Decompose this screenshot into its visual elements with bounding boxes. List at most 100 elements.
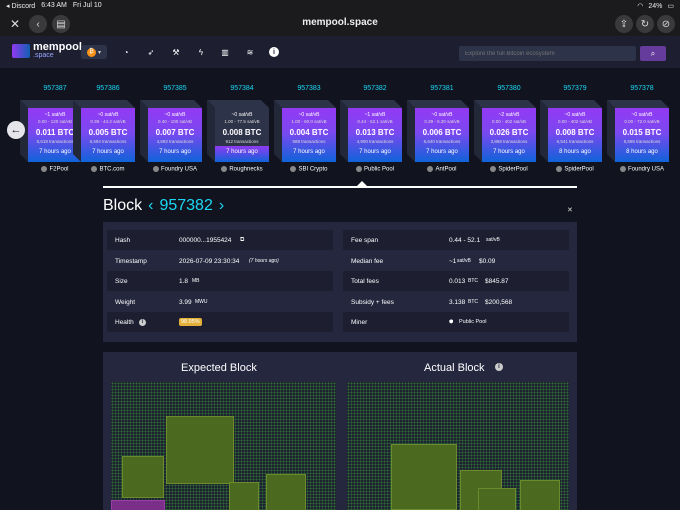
transaction-square[interactable]: [266, 474, 306, 510]
block-tile[interactable]: 957385 ~0 sat/vB 0.40 - 100 sat/vB 0.007 BT…: [140, 85, 202, 173]
block-height[interactable]: 957380: [497, 85, 521, 92]
block-height[interactable]: 957378: [630, 85, 654, 92]
block-tile[interactable]: 957381 ~0 sat/vB 0.39 - 5.30 sat/vB 0.006 B…: [407, 85, 469, 173]
transaction-square[interactable]: [520, 480, 560, 510]
block-side-face: [207, 100, 215, 162]
compass-icon[interactable]: ⊘: [657, 15, 675, 33]
pool-name: Foundry USA: [627, 166, 664, 173]
block-number: 957382: [159, 197, 213, 214]
expected-block-grid[interactable]: [111, 382, 336, 510]
block-fee-range: 0.39 - 5.30 sat/vB: [424, 119, 460, 124]
size-row: Size 1.8 MB: [103, 272, 333, 290]
pool-logo-icon: [91, 166, 98, 172]
block-pool[interactable]: AntPool: [411, 166, 473, 173]
block-pool[interactable]: SBI Crypto: [278, 166, 340, 173]
wifi-icon: ◠: [637, 3, 644, 10]
logo-text: mempool: [33, 41, 82, 53]
scroll-left-button[interactable]: ←: [7, 121, 25, 139]
block-height[interactable]: 957385: [163, 85, 187, 92]
pool-name: SpiderPool: [564, 166, 594, 173]
hash-link[interactable]: 000000...1955424: [179, 236, 232, 244]
miner-row: Miner ⬢ Public Pool: [339, 313, 569, 331]
mining-hammer-icon[interactable]: ⚒: [172, 47, 180, 57]
block-height[interactable]: 957383: [297, 85, 321, 92]
block-fee-range: 0.00 - 402 sat/vB: [557, 119, 593, 124]
block-pool[interactable]: F2Pool: [24, 166, 86, 173]
block-fee-range: 0.00 - 402 sat/vB: [491, 119, 527, 124]
block-height[interactable]: 957387: [43, 85, 67, 92]
block-height[interactable]: 957379: [563, 85, 587, 92]
layers-icon[interactable]: ≋: [246, 47, 254, 57]
miner-link[interactable]: Public Pool: [459, 319, 487, 325]
back-icon[interactable]: ‹: [29, 15, 47, 33]
health-info-icon[interactable]: i: [139, 318, 146, 326]
block-tile[interactable]: 957379 ~0 sat/vB 0.00 - 402 sat/vB 0.008 BT…: [540, 85, 602, 173]
back-to-app-link[interactable]: ◂ Discord: [6, 3, 36, 10]
close-details-icon[interactable]: ✕: [567, 207, 573, 214]
block-height[interactable]: 957384: [230, 85, 254, 92]
about-info-icon[interactable]: i: [269, 47, 279, 57]
copy-icon[interactable]: ⧉: [240, 236, 245, 243]
block-time-ago: 8 hours ago: [559, 149, 591, 155]
rocket-icon[interactable]: ➶: [147, 47, 155, 57]
logo-subtext: .space: [33, 52, 54, 59]
transaction-square[interactable]: [166, 416, 234, 484]
site-navbar: mempool .space ₿ ▾ ◔ ➶ ⚒ ϟ ▥ ≋ i ⌕: [0, 36, 680, 68]
graphs-icon[interactable]: ▥: [221, 47, 229, 57]
weight-unit: MWU: [195, 299, 208, 305]
transaction-square[interactable]: [111, 500, 165, 510]
block-height[interactable]: 957381: [430, 85, 454, 92]
block-pool[interactable]: SpiderPool: [544, 166, 606, 173]
close-icon[interactable]: ✕: [9, 17, 21, 31]
timestamp-row: Timestamp 2026-07-09 23:30:34 (7 hours a…: [103, 252, 333, 270]
reload-icon[interactable]: ↻: [636, 15, 654, 33]
selected-block-pointer: [357, 181, 367, 186]
block-tx-count: 3,868 transactions: [490, 139, 528, 144]
transaction-square[interactable]: [229, 482, 259, 510]
subsidy-usd: $200,568: [485, 298, 513, 306]
block-tile[interactable]: 957386 ~0 sat/vB 0.39 - 44.2 sat/vB 0.005 B…: [73, 85, 135, 173]
actual-block-grid[interactable]: [347, 382, 569, 510]
block-tile[interactable]: 957380 ~2 sat/vB 0.00 - 402 sat/vB 0.026 BT…: [474, 85, 536, 173]
transaction-square[interactable]: [122, 456, 164, 498]
block-pool[interactable]: Public Pool: [344, 166, 406, 173]
block-pool[interactable]: Foundry USA: [611, 166, 673, 173]
block-tx-count: 6,594 transactions: [89, 139, 127, 144]
transaction-square[interactable]: [478, 488, 516, 510]
actual-block-info-icon[interactable]: i: [495, 363, 503, 371]
block-fee-range: 0.40 - 100 sat/vB: [157, 119, 193, 124]
lightning-icon[interactable]: ϟ: [198, 47, 204, 57]
block-side-face: [73, 100, 81, 162]
block-pool[interactable]: Foundry USA: [144, 166, 206, 173]
block-tile[interactable]: 957384 ~0 sat/vB 1.00 - 77.5 sat/vB 0.008 B…: [207, 85, 269, 173]
previous-block-chevron-icon[interactable]: ‹: [148, 197, 154, 214]
block-time-ago: 8 hours ago: [626, 149, 658, 155]
block-tx-count: 6,640 transactions: [423, 139, 461, 144]
block-total-fees: 0.006 BTC: [422, 128, 462, 137]
block-tile[interactable]: 957382 ~1 sat/vB 0.44 - 52.1 sat/vB 0.013 B…: [340, 85, 402, 173]
subsidy-unit: BTC: [468, 299, 478, 305]
block-pool[interactable]: Roughnecks: [211, 166, 273, 173]
transaction-square[interactable]: [391, 444, 457, 510]
search-icon: ⌕: [650, 48, 656, 58]
mempool-logo[interactable]: mempool .space: [12, 42, 82, 59]
share-icon[interactable]: ⇪: [615, 15, 633, 33]
tabs-icon[interactable]: ▤: [52, 15, 70, 33]
search-button[interactable]: ⌕: [640, 46, 666, 61]
block-total-fees: 0.008 BTC: [555, 128, 595, 137]
block-total-fees: 0.011 BTC: [35, 128, 75, 137]
dashboard-icon[interactable]: ◔: [123, 47, 129, 57]
block-tile[interactable]: 957378 ~0 sat/vB 0.00 - 72.0 sat/vB 0.015 B…: [607, 85, 669, 173]
network-selector[interactable]: ₿ ▾: [81, 45, 107, 59]
block-pool[interactable]: BTC.com: [77, 166, 139, 173]
block-tile[interactable]: 957383 ~0 sat/vB 1.00 - 60.0 sat/vB 0.004 B…: [274, 85, 336, 173]
arrow-left-icon: ←: [10, 124, 22, 136]
block-height[interactable]: 957386: [96, 85, 120, 92]
block-side-face: [340, 100, 348, 162]
pool-name: F2Pool: [49, 166, 69, 173]
pool-logo-icon: [619, 166, 626, 172]
block-pool[interactable]: SpiderPool: [478, 166, 540, 173]
block-height[interactable]: 957382: [363, 85, 387, 92]
next-block-chevron-icon[interactable]: ›: [218, 197, 225, 214]
search-input[interactable]: [459, 46, 636, 61]
